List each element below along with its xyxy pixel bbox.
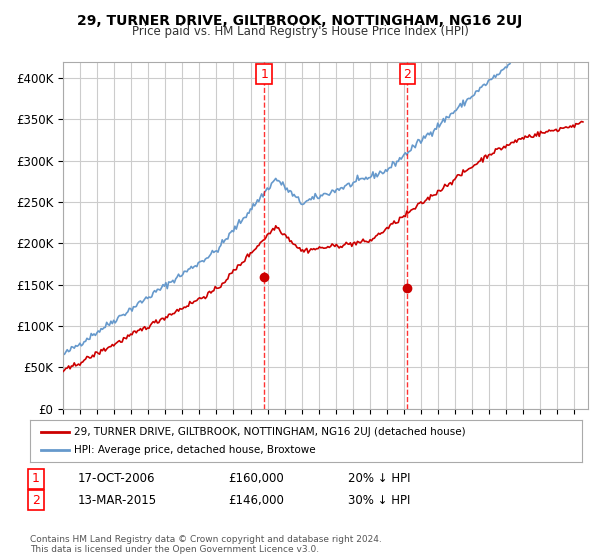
Text: HPI: Average price, detached house, Broxtowe: HPI: Average price, detached house, Brox…: [74, 445, 316, 455]
Text: Price paid vs. HM Land Registry's House Price Index (HPI): Price paid vs. HM Land Registry's House …: [131, 25, 469, 38]
Text: 1: 1: [260, 68, 268, 81]
Text: £146,000: £146,000: [228, 493, 284, 507]
Text: 30% ↓ HPI: 30% ↓ HPI: [348, 493, 410, 507]
Text: 2: 2: [32, 493, 40, 507]
Text: 20% ↓ HPI: 20% ↓ HPI: [348, 472, 410, 486]
Text: 13-MAR-2015: 13-MAR-2015: [78, 493, 157, 507]
Text: 29, TURNER DRIVE, GILTBROOK, NOTTINGHAM, NG16 2UJ (detached house): 29, TURNER DRIVE, GILTBROOK, NOTTINGHAM,…: [74, 427, 466, 437]
Text: 17-OCT-2006: 17-OCT-2006: [78, 472, 155, 486]
Text: 29, TURNER DRIVE, GILTBROOK, NOTTINGHAM, NG16 2UJ: 29, TURNER DRIVE, GILTBROOK, NOTTINGHAM,…: [77, 14, 523, 28]
Text: Contains HM Land Registry data © Crown copyright and database right 2024.
This d: Contains HM Land Registry data © Crown c…: [30, 535, 382, 554]
Text: £160,000: £160,000: [228, 472, 284, 486]
Text: 1: 1: [32, 472, 40, 486]
Text: 2: 2: [403, 68, 411, 81]
